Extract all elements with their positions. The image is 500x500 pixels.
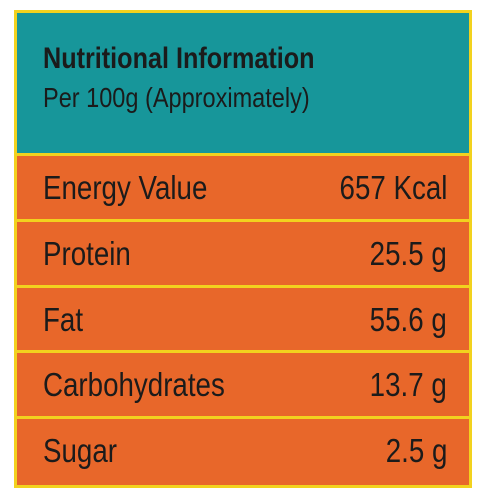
nutrition-row-fat: Fat 55.6 g: [17, 287, 469, 354]
panel-title: Nutritional Information: [43, 42, 315, 75]
nutrient-value: 55.6 g: [369, 300, 447, 338]
nutrient-label: Fat: [43, 300, 84, 338]
nutrition-row-energy: Energy Value 657 Kcal: [17, 156, 469, 222]
panel-subtitle: Per 100g (Approximately): [43, 82, 310, 113]
nutrition-row-protein: Protein 25.5 g: [17, 221, 469, 288]
nutrition-table: Energy Value 657 Kcal Protein 25.5 g Fat…: [17, 156, 469, 485]
nutrient-value: 2.5 g: [385, 432, 447, 470]
nutrient-label: Carbohydrates: [43, 366, 225, 404]
nutrient-label: Energy Value: [43, 169, 208, 206]
nutrition-row-sugar: Sugar 2.5 g: [17, 419, 469, 485]
nutrient-label: Protein: [43, 234, 131, 272]
nutrition-panel: Nutritional Information Per 100g (Approx…: [14, 10, 472, 488]
nutrient-value: 13.7 g: [369, 366, 447, 404]
nutrition-header: Nutritional Information Per 100g (Approx…: [17, 13, 469, 156]
nutrition-row-carbohydrates: Carbohydrates 13.7 g: [17, 353, 469, 420]
nutrient-value: 657 Kcal: [339, 169, 447, 206]
nutrient-value: 25.5 g: [369, 234, 447, 272]
nutrient-label: Sugar: [43, 432, 117, 470]
